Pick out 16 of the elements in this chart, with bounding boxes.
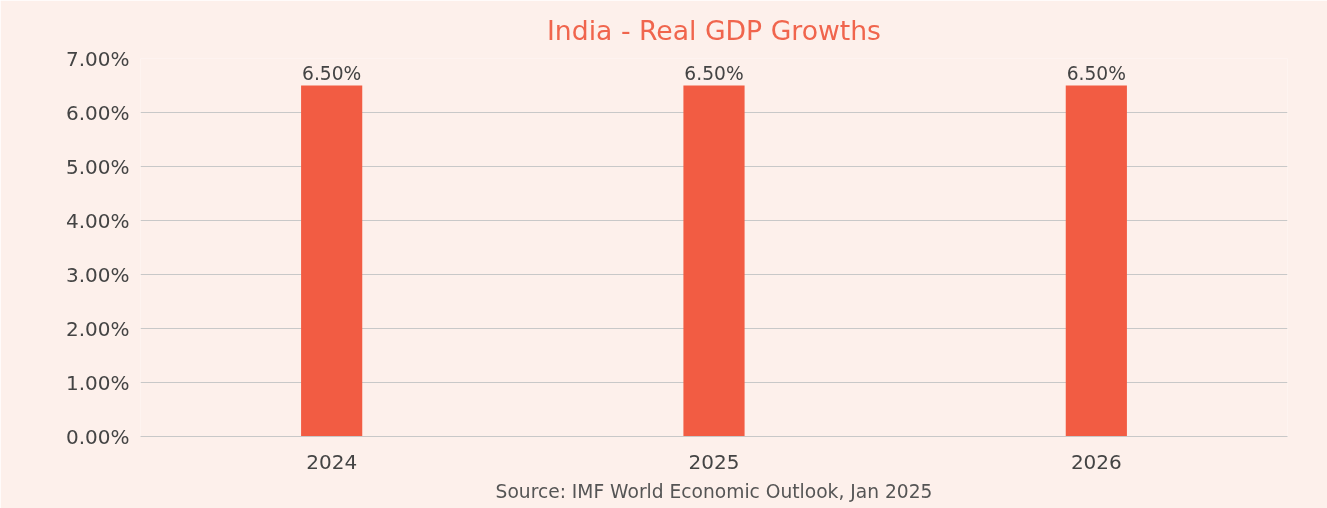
- chart-title: India - Real GDP Growths: [546, 15, 882, 46]
- data-label: 6.50%: [302, 62, 362, 84]
- y-tick-label: 4.00%: [65, 208, 130, 233]
- data-label: 6.50%: [1066, 62, 1126, 84]
- y-tick-label: 5.00%: [65, 154, 130, 179]
- x-tick-label: 2026: [1070, 449, 1122, 474]
- data-label: 6.50%: [684, 62, 744, 84]
- y-tick-label: 0.00%: [65, 424, 130, 449]
- x-tick-label: 2024: [306, 449, 358, 474]
- y-tick-label: 7.00%: [65, 46, 130, 71]
- source-note: Source: IMF World Economic Outlook, Jan 2025: [495, 480, 933, 502]
- y-tick-label: 1.00%: [65, 370, 130, 395]
- y-tick-label: 3.00%: [65, 262, 130, 287]
- y-tick-label: 6.00%: [65, 100, 130, 125]
- y-tick-label: 2.00%: [65, 316, 130, 341]
- x-tick-label: 2025: [688, 449, 740, 474]
